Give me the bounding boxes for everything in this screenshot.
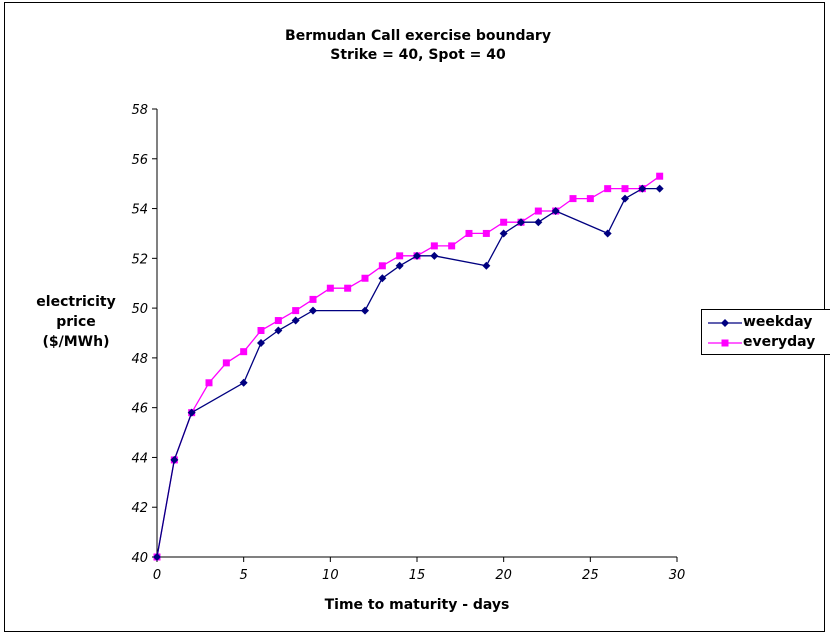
- data-point-weekday: [187, 408, 196, 417]
- y-tick-label: 52: [131, 252, 148, 267]
- legend-label-weekday: weekday: [743, 314, 813, 330]
- data-point-everyday: [205, 379, 213, 387]
- y-axis-label-line: electricity: [36, 294, 116, 310]
- data-point-weekday: [170, 455, 179, 464]
- x-tick-label: 10: [322, 568, 339, 583]
- data-point-everyday: [465, 229, 473, 237]
- legend-item-weekday: weekday: [702, 313, 830, 333]
- data-point-everyday: [274, 317, 282, 325]
- series-line-weekday: [156, 187, 660, 558]
- x-tick-label: 5: [240, 568, 248, 583]
- data-point-weekday: [499, 229, 508, 238]
- data-point-everyday: [482, 229, 490, 237]
- data-point-everyday: [569, 195, 577, 203]
- y-tick-label: 50: [131, 302, 148, 317]
- x-tick-label: 30: [669, 568, 686, 583]
- data-point-everyday: [534, 207, 542, 215]
- y-axis-label: electricity price ($/MWh): [24, 292, 128, 352]
- data-point-everyday: [344, 284, 352, 292]
- data-point-weekday: [551, 207, 560, 216]
- data-point-weekday: [274, 326, 283, 335]
- y-tick-label: 44: [131, 451, 148, 466]
- data-point-everyday: [257, 327, 265, 335]
- data-point-everyday: [292, 307, 300, 315]
- data-point-weekday: [361, 306, 369, 315]
- series-line-everyday: [156, 175, 661, 558]
- data-point-everyday: [586, 195, 594, 203]
- data-point-everyday: [240, 348, 248, 356]
- legend-item-everyday: everyday: [702, 333, 830, 353]
- chart-subtitle: Strike = 40, Spot = 40: [330, 47, 506, 63]
- x-axis-label: Time to maturity - days: [324, 597, 510, 613]
- data-point-weekday: [638, 184, 647, 193]
- data-point-weekday: [482, 261, 491, 270]
- legend-swatch-everyday: [708, 339, 742, 347]
- data-point-everyday: [604, 185, 612, 193]
- data-point-weekday: [153, 553, 161, 561]
- data-point-everyday: [309, 295, 317, 303]
- data-point-weekday: [430, 251, 439, 260]
- data-point-everyday: [378, 262, 386, 270]
- y-tick-label: 40: [131, 551, 148, 566]
- x-tick-label: 15: [409, 568, 426, 583]
- y-tick-label: 48: [131, 352, 148, 367]
- data-point-weekday: [603, 229, 612, 238]
- legend-label-everyday: everyday: [743, 334, 816, 350]
- data-point-weekday: [413, 251, 421, 260]
- y-tick-label: 42: [131, 501, 148, 516]
- data-point-everyday: [222, 359, 230, 367]
- data-point-weekday: [534, 218, 543, 227]
- x-tick-label: 25: [582, 568, 599, 583]
- data-point-everyday: [500, 218, 508, 226]
- data-point-everyday: [361, 274, 369, 282]
- data-point-everyday: [396, 252, 404, 260]
- data-point-everyday: [621, 185, 629, 193]
- data-point-weekday: [257, 338, 265, 347]
- data-point-weekday: [291, 316, 300, 325]
- data-point-weekday: [378, 274, 387, 283]
- legend: weekday everyday: [701, 309, 830, 355]
- data-point-weekday: [239, 378, 248, 387]
- data-point-weekday: [655, 184, 664, 193]
- chart-frame: [4, 2, 825, 632]
- y-tick-label: 56: [131, 153, 148, 168]
- chart-title: Bermudan Call exercise boundary: [285, 28, 551, 44]
- legend-swatch-weekday: [708, 319, 742, 327]
- data-point-weekday: [621, 194, 629, 203]
- data-point-weekday: [309, 306, 317, 315]
- y-tick-label: 58: [131, 103, 148, 118]
- x-tick-label: 20: [495, 568, 512, 583]
- data-point-weekday: [395, 261, 404, 270]
- data-point-everyday: [326, 284, 334, 292]
- data-point-everyday: [430, 242, 438, 250]
- y-tick-label: 54: [131, 203, 148, 218]
- x-tick-label: 0: [153, 568, 161, 583]
- data-point-everyday: [656, 172, 664, 180]
- y-axis-label-line: price: [56, 314, 96, 330]
- y-axis-label-line: ($/MWh): [42, 334, 110, 350]
- data-point-everyday: [448, 242, 456, 250]
- data-point-weekday: [517, 218, 525, 227]
- y-tick-label: 46: [131, 402, 148, 417]
